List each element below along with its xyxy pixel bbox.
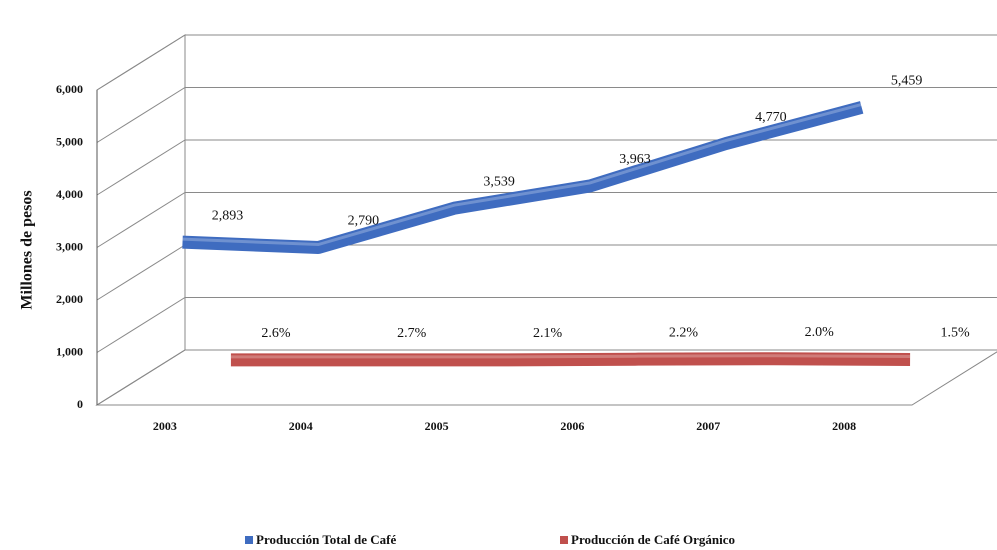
x-tick-label: 2008 [832,419,856,433]
data-label: 2.2% [669,325,699,340]
data-label: 2.7% [397,326,427,341]
grid-line [96,34,997,91]
y-tick-label: 5,000 [56,134,83,148]
y-tick-label: 4,000 [56,187,83,201]
grid-line [96,349,997,406]
x-tick-label: 2005 [425,419,449,433]
y-tick-label: 6,000 [56,82,83,96]
series-ribbon [230,352,911,367]
data-label: 3,963 [619,152,651,167]
data-label: 2,790 [348,214,380,229]
grid-line [96,192,997,248]
ribbon-highlight [182,102,863,247]
data-label: 5,459 [891,74,923,89]
y-axis-title: Millones de pesos [19,190,36,309]
grid-line [96,244,997,301]
y-tick-label: 3,000 [56,239,83,253]
data-label: 2,893 [212,208,244,223]
y-tick-label: 0 [77,397,83,411]
data-label: 2.0% [805,325,835,340]
y-tick-label: 2,000 [56,292,83,306]
legend-label: Producción de Café Orgánico [571,532,735,547]
x-tick-label: 2006 [560,419,584,433]
grid-line [96,87,997,143]
data-label: 4,770 [755,110,787,125]
x-tick-label: 2004 [289,419,313,433]
y-tick-label: 1,000 [56,344,83,358]
data-label: 1.5% [940,326,970,341]
data-label: 3,539 [483,174,515,189]
data-label: 2.1% [533,326,563,341]
legend-label: Producción Total de Café [256,532,396,547]
series-ribbon [182,101,864,255]
ribbon-highlight [230,354,911,359]
legend-swatch [245,536,253,544]
data-label: 2.6% [261,326,291,341]
x-tick-label: 2003 [153,419,177,433]
grid-line [96,297,997,353]
x-tick-label: 2007 [696,419,720,433]
legend-swatch [560,536,568,544]
